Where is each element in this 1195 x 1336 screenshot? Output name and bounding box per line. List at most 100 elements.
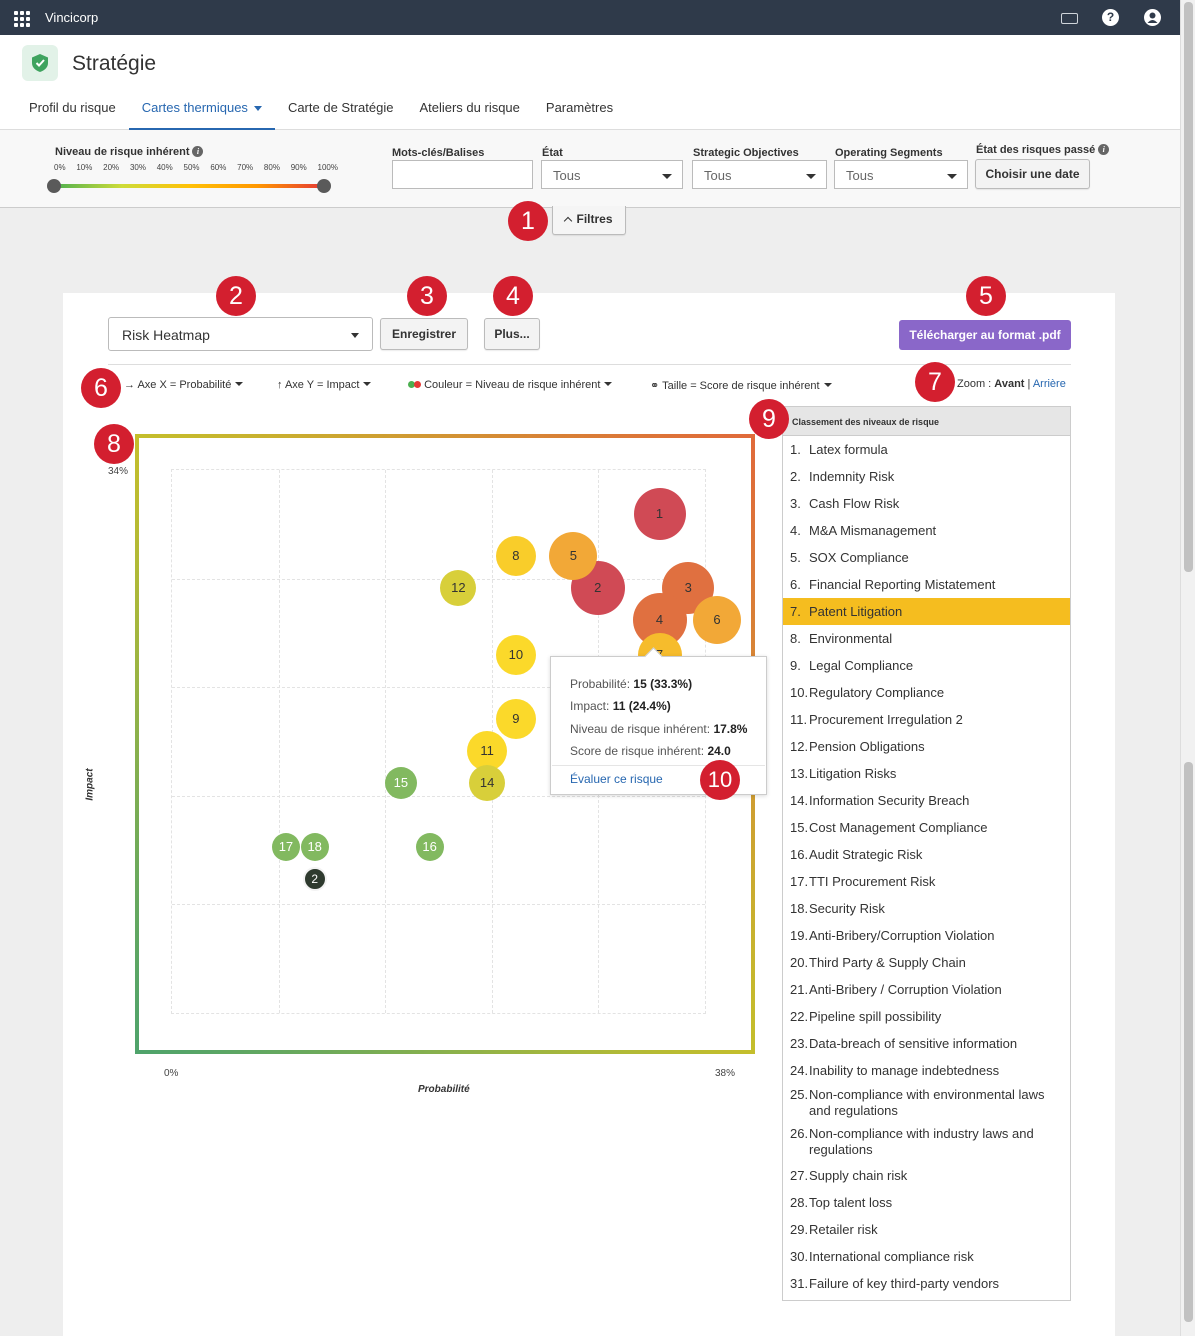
- ranking-item[interactable]: 3. Cash Flow Risk: [783, 490, 1070, 517]
- ranking-item-number: 10.: [790, 685, 809, 700]
- apps-grid-icon[interactable]: [14, 11, 30, 27]
- info-icon[interactable]: i: [1098, 144, 1110, 155]
- ranking-item-number: 17.: [790, 874, 809, 889]
- risk-bubble[interactable]: 5: [549, 531, 598, 580]
- ranking-item[interactable]: 24. Inability to manage indebtedness: [783, 1057, 1070, 1084]
- tab-heatmaps[interactable]: Cartes thermiques: [128, 97, 275, 130]
- ranking-item[interactable]: 1. Latex formula: [783, 436, 1070, 463]
- risk-bubble[interactable]: 9: [495, 699, 536, 740]
- ranking-item[interactable]: 22. Pipeline spill possibility: [783, 1003, 1070, 1030]
- ranking-item[interactable]: 20. Third Party & Supply Chain: [783, 949, 1070, 976]
- ranking-item[interactable]: 30. International compliance risk: [783, 1243, 1070, 1270]
- risk-bubble[interactable]: 16: [415, 833, 444, 862]
- save-button[interactable]: Enregistrer: [380, 318, 468, 350]
- ranking-item[interactable]: 13. Litigation Risks: [783, 760, 1070, 787]
- risk-bubble[interactable]: 12: [440, 569, 477, 606]
- x-axis-control[interactable]: → Axe X = Probabilité: [124, 379, 244, 391]
- ranking-item[interactable]: 2. Indemnity Risk: [783, 463, 1070, 490]
- download-pdf-button[interactable]: Télécharger au format .pdf: [899, 320, 1071, 350]
- ranking-item[interactable]: 8. Environmental: [783, 625, 1070, 652]
- info-icon[interactable]: i: [192, 146, 204, 157]
- ranking-item[interactable]: 19. Anti-Bribery/Corruption Violation: [783, 922, 1070, 949]
- ranking-item[interactable]: 14. Information Security Breach: [783, 787, 1070, 814]
- y-axis-title: Impact: [84, 768, 96, 801]
- ranking-item[interactable]: 4. M&A Mismanagement: [783, 517, 1070, 544]
- ranking-item[interactable]: 7. Patent Litigation: [783, 598, 1070, 625]
- segments-select[interactable]: Tous: [834, 160, 968, 189]
- y-axis-control[interactable]: ↑ Axe Y = Impact: [277, 379, 372, 391]
- heatmap-select[interactable]: Risk Heatmap: [108, 317, 373, 351]
- ranking-item[interactable]: 18. Security Risk: [783, 895, 1070, 922]
- ranking-item-label: Third Party & Supply Chain: [809, 955, 966, 970]
- tab-risk-profile[interactable]: Profil du risque: [29, 100, 116, 115]
- annotation-marker: 6: [81, 368, 121, 408]
- keyboard-icon[interactable]: [1061, 13, 1078, 24]
- scrollbar-thumb-top[interactable]: [1184, 2, 1193, 572]
- annotation-marker: 5: [966, 276, 1006, 316]
- filters-toggle-label: Filtres: [576, 212, 613, 226]
- ranking-item[interactable]: 23. Data-breach of sensitive information: [783, 1030, 1070, 1057]
- evaluate-risk-link[interactable]: Évaluer ce risque: [570, 772, 663, 786]
- tab-strategy-map[interactable]: Carte de Stratégie: [287, 100, 394, 115]
- ranking-item-label: Financial Reporting Mistatement: [809, 577, 996, 592]
- ranking-item[interactable]: 17. TTI Procurement Risk: [783, 868, 1070, 895]
- risk-bubble[interactable]: 14: [469, 765, 506, 802]
- ranking-item-label: Top talent loss: [809, 1195, 893, 1210]
- slider-ticks: 0% 10% 20% 30% 40% 50% 60% 70% 80% 90% 100%: [54, 163, 338, 172]
- tab-heatmaps-label: Cartes thermiques: [141, 100, 248, 115]
- zoom-out-link[interactable]: Arrière: [1032, 378, 1066, 390]
- ranking-item-number: 13.: [790, 766, 809, 781]
- ranking-item[interactable]: 31. Failure of key third-party vendors: [783, 1270, 1070, 1297]
- state-select[interactable]: Tous: [541, 160, 683, 189]
- risk-bubble[interactable]: 11: [467, 731, 508, 772]
- ranking-item-label: Supply chain risk: [809, 1168, 908, 1183]
- ranking-item[interactable]: 10. Regulatory Compliance: [783, 679, 1070, 706]
- ranking-item[interactable]: 28. Top talent loss: [783, 1189, 1070, 1216]
- scrollbar-thumb[interactable]: [1184, 762, 1193, 1322]
- annotation-marker: 8: [94, 424, 134, 464]
- risk-bubble[interactable]: 8: [495, 535, 536, 576]
- help-icon[interactable]: ?: [1102, 9, 1119, 26]
- ranking-item[interactable]: 16. Audit Strategic Risk: [783, 841, 1070, 868]
- ranking-item[interactable]: 29. Retailer risk: [783, 1216, 1070, 1243]
- brand-name: Vincicorp: [45, 10, 99, 25]
- y-max-tick: 34%: [108, 466, 129, 477]
- ranking-item[interactable]: 5. SOX Compliance: [783, 544, 1070, 571]
- ranking-item[interactable]: 26. Non-compliance with industry laws and…: [783, 1123, 1070, 1162]
- ranking-item-number: 4.: [790, 523, 801, 538]
- ranking-item[interactable]: 11. Procurement Irregulation 2: [783, 706, 1070, 733]
- size-control[interactable]: ⚭ Taille = Score de risque inhérent: [650, 379, 832, 392]
- color-control[interactable]: Couleur = Niveau de risque inhérent: [408, 379, 613, 391]
- ranking-item[interactable]: 21. Anti-Bribery / Corruption Violation: [783, 976, 1070, 1003]
- slider-min-handle[interactable]: [47, 179, 61, 193]
- risk-bubble[interactable]: 1: [633, 487, 686, 540]
- risk-bubble[interactable]: 15: [384, 767, 417, 800]
- risk-bubble[interactable]: 10: [495, 634, 536, 675]
- ranking-item[interactable]: 12. Pension Obligations: [783, 733, 1070, 760]
- ranking-item-label: Latex formula: [809, 442, 888, 457]
- risk-bubble[interactable]: 2: [302, 867, 327, 892]
- risk-bubble[interactable]: 17: [271, 833, 300, 862]
- slider-max-handle[interactable]: [317, 179, 331, 193]
- keywords-input[interactable]: [392, 160, 533, 189]
- page-scrollbar[interactable]: [1180, 0, 1195, 1336]
- risk-bubble[interactable]: 6: [693, 595, 741, 644]
- x-min-tick: 0%: [164, 1068, 179, 1079]
- risk-level-slider[interactable]: [54, 184, 324, 188]
- ranking-item[interactable]: 15. Cost Management Compliance: [783, 814, 1070, 841]
- tab-settings[interactable]: Paramètres: [545, 100, 614, 115]
- user-account-icon[interactable]: [1144, 9, 1161, 26]
- risk-bubble[interactable]: 2: [570, 560, 625, 615]
- filters-toggle-button[interactable]: Filtres: [552, 206, 626, 235]
- risk-ranking-panel: Classement des niveaux de risque 1. Latex…: [782, 406, 1071, 1301]
- tab-risk-workshops[interactable]: Ateliers du risque: [419, 100, 520, 115]
- risk-bubble[interactable]: 18: [300, 833, 329, 862]
- more-button[interactable]: Plus...: [484, 318, 540, 350]
- ranking-item[interactable]: 27. Supply chain risk: [783, 1162, 1070, 1189]
- objectives-select[interactable]: Tous: [692, 160, 827, 189]
- keywords-label: Mots-clés/Balises: [392, 147, 485, 159]
- ranking-item[interactable]: 25. Non-compliance with environmental law…: [783, 1084, 1070, 1123]
- ranking-item[interactable]: 6. Financial Reporting Mistatement: [783, 571, 1070, 598]
- ranking-item[interactable]: 9. Legal Compliance: [783, 652, 1070, 679]
- choose-date-button[interactable]: Choisir une date: [975, 159, 1090, 189]
